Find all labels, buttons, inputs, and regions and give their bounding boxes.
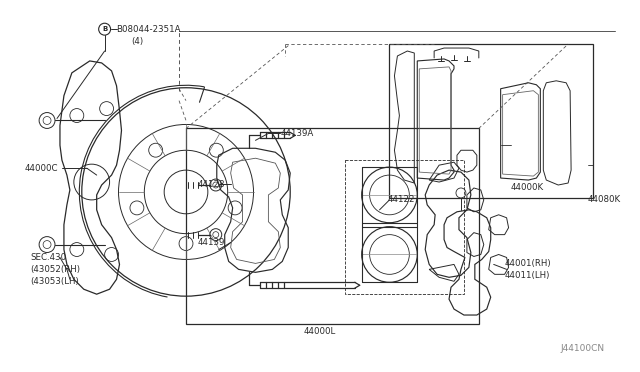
Text: B08044-2351A: B08044-2351A — [116, 25, 181, 34]
Text: (43053(LH): (43053(LH) — [30, 277, 79, 286]
Text: 44001(RH): 44001(RH) — [504, 259, 551, 268]
Text: 44128: 44128 — [198, 180, 225, 189]
Text: 44011(LH): 44011(LH) — [504, 271, 550, 280]
Text: 44139A: 44139A — [280, 129, 314, 138]
Text: 44000K: 44000K — [511, 183, 544, 192]
Text: 44000C: 44000C — [24, 164, 58, 173]
Text: 44000L: 44000L — [304, 327, 336, 336]
Text: (43052(RH): (43052(RH) — [30, 265, 80, 274]
Text: B: B — [102, 26, 108, 32]
Text: 44080K: 44080K — [588, 195, 621, 204]
Text: 44139: 44139 — [198, 238, 225, 247]
Text: (4): (4) — [131, 36, 143, 46]
Text: J44100CN: J44100CN — [560, 344, 604, 353]
Text: 44122: 44122 — [387, 195, 415, 204]
Text: SEC.430: SEC.430 — [30, 253, 67, 262]
